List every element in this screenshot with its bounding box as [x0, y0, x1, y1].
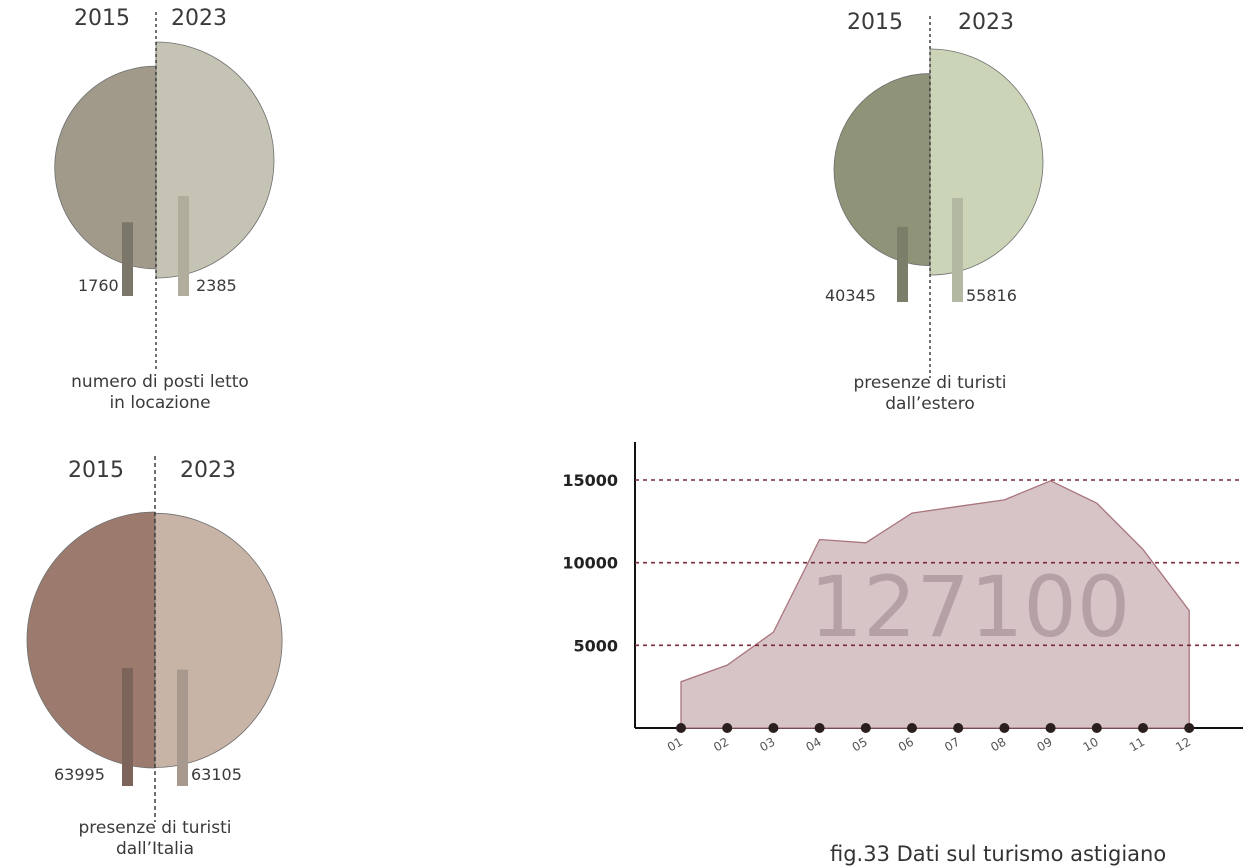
- beds-caption: numero di posti letto in locazione: [40, 372, 280, 414]
- caption-line-1: presenze di turisti: [853, 373, 1007, 393]
- half-circle-2015: [26, 511, 156, 769]
- x-tick-label: 03: [757, 735, 777, 755]
- caption-line-2: in locazione: [109, 393, 211, 413]
- caption-line-2: dall’Italia: [115, 839, 195, 859]
- caption-line-1: presenze di turisti: [78, 818, 232, 838]
- x-tick-label: 02: [711, 735, 731, 755]
- figure-caption: fig.33 Dati sul turismo astigiano: [830, 842, 1167, 866]
- x-tick-label: 10: [1081, 735, 1101, 755]
- x-tick-label: 06: [896, 735, 916, 755]
- foreign-circles: [833, 16, 1044, 378]
- italian-caption: presenze di turisti dall’Italia: [35, 818, 275, 860]
- data-point: [676, 723, 686, 733]
- x-tick-label: 01: [665, 735, 685, 755]
- y-tick-label: 5000: [573, 636, 618, 655]
- year-2023-label: 2023: [958, 10, 1014, 35]
- data-point: [1138, 723, 1148, 733]
- half-circle-2023: [154, 512, 283, 768]
- half-circle-2023: [155, 41, 275, 279]
- year-2015-label: 2015: [847, 10, 903, 35]
- year-2015-label: 2015: [68, 458, 124, 483]
- beds-comparison: 2015 2023 1760 2385 numero di posti lett…: [0, 0, 320, 420]
- value-bar-2015: [122, 222, 133, 296]
- caption-line-1: numero di posti letto: [71, 372, 249, 392]
- monthly-presence-area-chart: 5000 10000 15000 127100 01 02 03 04 05 06 07 08 09 10…: [562, 442, 1243, 755]
- value-2023-label: 2385: [196, 276, 237, 295]
- beds-circles: [54, 12, 275, 372]
- italian-tourists-comparison: 2015 2023 63995 63105 presenze di turist…: [0, 440, 320, 867]
- italian-circles: [26, 456, 283, 822]
- value-2015-label: 63995: [54, 765, 105, 784]
- value-2015-label: 1760: [78, 276, 119, 295]
- value-bar-2023: [178, 196, 189, 296]
- half-circle-2023: [929, 48, 1044, 276]
- data-point: [1184, 723, 1195, 733]
- year-2015-label: 2015: [74, 6, 130, 31]
- data-point: [860, 723, 871, 733]
- half-circle-2015: [54, 65, 157, 270]
- value-bar-2023: [177, 669, 188, 786]
- caption-line-2: dall’estero: [885, 394, 975, 414]
- x-tick-label: 05: [850, 735, 870, 755]
- x-tick-label: 11: [1127, 735, 1147, 755]
- x-tick-label: 12: [1173, 735, 1193, 755]
- data-point: [722, 723, 733, 733]
- half-circle-2015: [833, 73, 931, 267]
- x-tick-label: 07: [942, 735, 962, 755]
- foreign-caption: presenze di turisti dall’estero: [810, 373, 1050, 415]
- area-series: [680, 480, 1190, 729]
- data-point: [953, 723, 964, 733]
- data-point: [999, 723, 1010, 733]
- x-tick-label: 09: [1034, 735, 1054, 755]
- value-bar-2023: [952, 198, 963, 302]
- y-tick-label: 10000: [562, 554, 618, 573]
- x-tick-label: 08: [988, 735, 1008, 755]
- value-2023-label: 63105: [191, 765, 242, 784]
- x-tick-label: 04: [803, 735, 823, 755]
- data-point: [1045, 723, 1056, 733]
- year-2023-label: 2023: [180, 458, 236, 483]
- data-point: [814, 723, 825, 733]
- data-point: [907, 723, 917, 733]
- y-tick-label: 15000: [562, 471, 618, 490]
- data-point: [768, 723, 779, 733]
- year-2023-label: 2023: [171, 6, 227, 31]
- value-2023-label: 55816: [966, 286, 1017, 305]
- data-point: [1091, 723, 1102, 733]
- foreign-tourists-comparison: 2015 2023 40345 55816 presenze di turist…: [780, 0, 1100, 430]
- value-bar-2015: [897, 226, 908, 302]
- total-label: 127100: [810, 558, 1131, 656]
- value-2015-label: 40345: [825, 286, 876, 305]
- value-bar-2015: [122, 668, 133, 786]
